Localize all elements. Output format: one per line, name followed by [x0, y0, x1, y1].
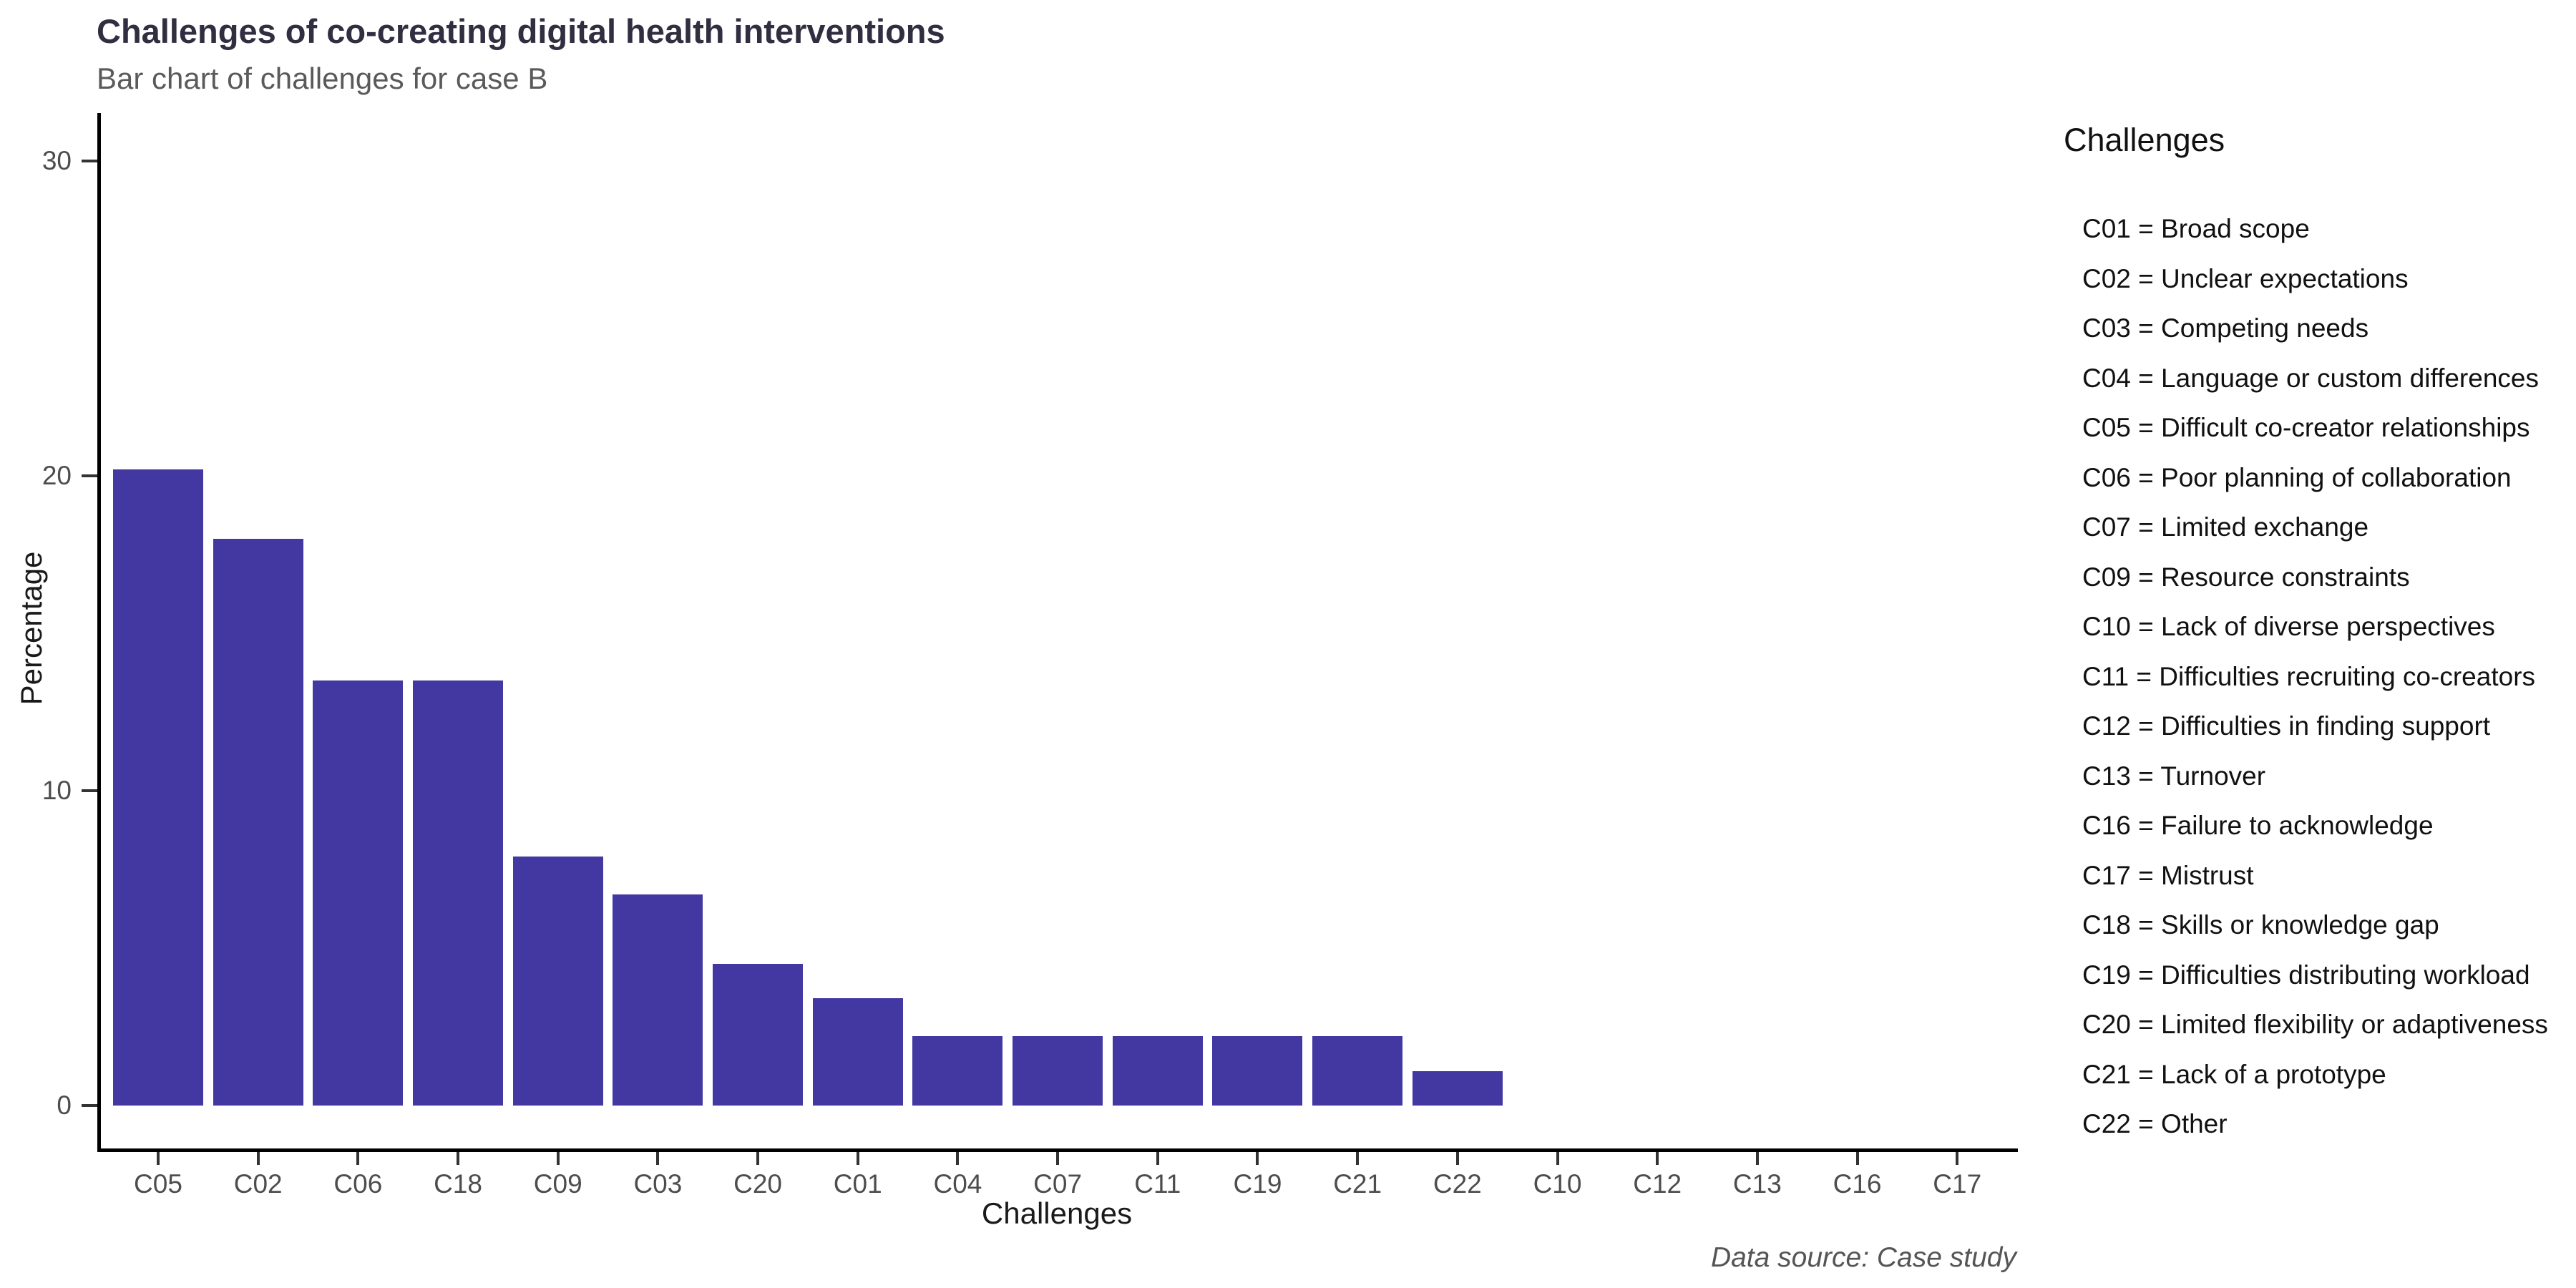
x-tick-mark	[1156, 1152, 1159, 1165]
x-tick-label: C17	[1933, 1169, 1982, 1199]
x-tick-label: C03	[633, 1169, 683, 1199]
legend-entry-C05: C05 = Difficult co-creator relationships	[2082, 413, 2530, 442]
bar-C19	[1212, 1036, 1303, 1106]
legend-entry-C19: C19 = Difficulties distributing workload	[2082, 960, 2530, 990]
legend-entry-C04: C04 = Language or custom differences	[2082, 363, 2539, 393]
x-tick-mark	[656, 1152, 660, 1165]
y-tick-mark	[82, 474, 97, 477]
x-tick-mark	[1556, 1152, 1559, 1165]
y-tick-label: 10	[42, 776, 72, 805]
legend-entry-C10: C10 = Lack of diverse perspectives	[2082, 612, 2495, 641]
chart-subtitle: Bar chart of challenges for case B	[97, 62, 548, 95]
data-source-caption: Data source: Case study	[1710, 1242, 2016, 1273]
y-tick-mark	[82, 1104, 97, 1107]
bar-C01	[812, 998, 903, 1106]
legend-entry-C12: C12 = Difficulties in finding support	[2082, 711, 2491, 741]
legend-entry-C13: C13 = Turnover	[2082, 761, 2266, 791]
x-tick-label: C10	[1533, 1169, 1582, 1199]
bar-C21	[1312, 1036, 1403, 1106]
bar-C05	[113, 469, 203, 1106]
x-tick-label: C16	[1833, 1169, 1882, 1199]
x-tick-mark	[157, 1152, 160, 1165]
x-tick-mark	[1656, 1152, 1659, 1165]
x-tick-label: C18	[434, 1169, 482, 1199]
x-tick-mark	[356, 1152, 360, 1165]
x-tick-mark	[1755, 1152, 1759, 1165]
x-tick-label: C06	[333, 1169, 383, 1199]
x-tick-mark	[956, 1152, 960, 1165]
bar-C22	[1412, 1070, 1503, 1106]
x-tick-mark	[1056, 1152, 1060, 1165]
legend-entry-C16: C16 = Failure to acknowledge	[2082, 811, 2434, 840]
x-tick-label: C01	[833, 1169, 882, 1199]
x-tick-mark	[1256, 1152, 1259, 1165]
y-tick-mark	[82, 789, 97, 792]
x-tick-mark	[1455, 1152, 1459, 1165]
legend: Challenges C01 = Broad scope C02 = Unclea…	[2064, 122, 2576, 1138]
legend-entry-C17: C17 = Mistrust	[2082, 860, 2254, 890]
y-tick-mark	[82, 160, 97, 162]
legend-entry-C02: C02 = Unclear expectations	[2082, 263, 2409, 293]
chart-title: Challenges of co-creating digital health…	[97, 12, 945, 50]
y-tick-label: 0	[57, 1091, 72, 1120]
bar-C06	[313, 680, 404, 1106]
bar-C02	[213, 539, 303, 1106]
x-tick-label: C05	[134, 1169, 182, 1199]
bar-C07	[1013, 1036, 1103, 1106]
bar-C18	[413, 680, 504, 1106]
x-axis-title: Challenges	[981, 1196, 1133, 1230]
x-tick-label: C12	[1633, 1169, 1682, 1199]
x-tick-mark	[256, 1152, 260, 1165]
bar-C20	[713, 964, 804, 1106]
legend-entry-C11: C11 = Difficulties recruiting co-creator…	[2082, 661, 2536, 691]
x-tick-mark	[1956, 1152, 1959, 1165]
x-tick-label: C07	[1033, 1169, 1083, 1199]
x-tick-mark	[1855, 1152, 1859, 1165]
legend-entry-C09: C09 = Resource constraints	[2082, 562, 2410, 592]
legend-entry-C07: C07 = Limited exchange	[2082, 512, 2369, 542]
bar-C09	[512, 857, 603, 1106]
x-tick-label: C13	[1732, 1169, 1782, 1199]
x-tick-mark	[457, 1152, 460, 1165]
y-axis-line	[97, 113, 101, 1152]
x-tick-mark	[1356, 1152, 1360, 1165]
legend-entry-C01: C01 = Broad scope	[2082, 214, 2310, 243]
x-tick-label: C20	[733, 1169, 783, 1199]
y-axis-title: Percentage	[14, 551, 48, 706]
x-tick-label: C02	[233, 1169, 283, 1199]
x-axis-line	[97, 1148, 2018, 1152]
legend-entry-C03: C03 = Competing needs	[2082, 313, 2369, 343]
bar-C04	[912, 1036, 1003, 1106]
legend-entry-C18: C18 = Skills or knowledge gap	[2082, 910, 2439, 940]
bar-C11	[1112, 1036, 1203, 1106]
legend-title: Challenges	[2064, 122, 2225, 158]
x-tick-mark	[556, 1152, 560, 1165]
x-tick-label: C11	[1134, 1169, 1181, 1199]
y-tick-label: 30	[42, 146, 72, 175]
bar-C03	[613, 894, 703, 1106]
x-tick-mark	[756, 1152, 760, 1165]
x-tick-label: C21	[1333, 1169, 1382, 1199]
x-tick-label: C04	[933, 1169, 982, 1199]
x-tick-label: C09	[533, 1169, 582, 1199]
legend-entry-C22: C22 = Other	[2082, 1109, 2228, 1138]
legend-entry-C21: C21 = Lack of a prototype	[2082, 1059, 2386, 1089]
x-tick-mark	[856, 1152, 859, 1165]
legend-entry-C06: C06 = Poor planning of collaboration	[2082, 462, 2512, 492]
y-tick-label: 20	[42, 461, 72, 490]
x-tick-label: C19	[1233, 1169, 1282, 1199]
x-tick-label: C22	[1433, 1169, 1482, 1199]
legend-entry-C20: C20 = Limited flexibility or adaptivenes…	[2082, 1010, 2548, 1039]
